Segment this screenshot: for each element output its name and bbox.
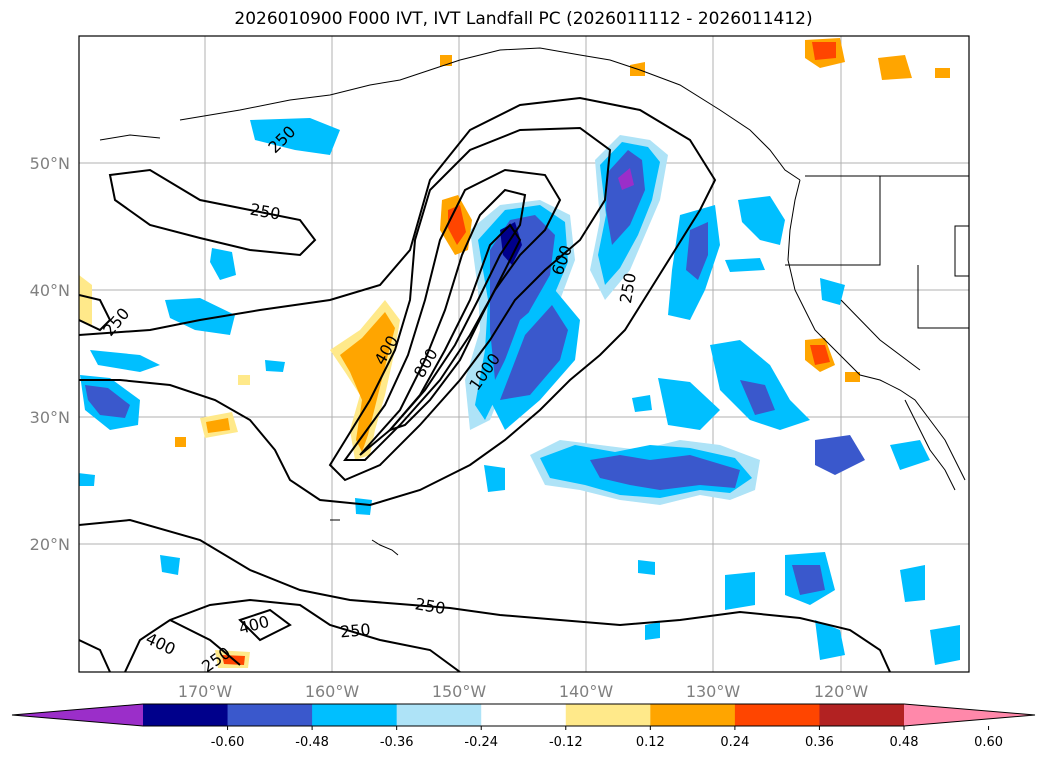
lat-label: 50°N xyxy=(30,154,70,173)
lon-label: 140°W xyxy=(559,682,614,701)
colorbar-tick-label: 0.48 xyxy=(890,735,919,750)
colorbar-tick-label: 0.60 xyxy=(974,735,1003,750)
colorbar-bin xyxy=(312,704,398,726)
colorbar-extend-high xyxy=(904,704,1035,726)
map-title: 2026010900 F000 IVT, IVT Landfall PC (20… xyxy=(234,9,813,29)
colorbar-bin xyxy=(650,704,736,726)
colorbar-bin xyxy=(481,704,567,726)
lon-label: 160°W xyxy=(305,682,360,701)
colorbar-bin xyxy=(734,704,820,726)
colorbar-tick-label: -0.36 xyxy=(380,735,414,750)
colorbar: -0.60 -0.48 -0.36 -0.24 -0.12 0.12 0.24 0.36 0.4… xyxy=(11,703,1036,750)
map-border xyxy=(78,35,970,673)
positive-pc-shading xyxy=(79,38,950,668)
colorbar-bin xyxy=(143,704,229,726)
colorbar-tick-label: 0.12 xyxy=(636,735,665,750)
colorbar-bin xyxy=(565,704,651,726)
lat-label: 30°N xyxy=(30,408,70,427)
colorbar-tick-label: -0.24 xyxy=(464,735,498,750)
colorbar-bin xyxy=(396,704,482,726)
colorbar-tick-label: -0.60 xyxy=(211,735,245,750)
lon-label: 120°W xyxy=(814,682,869,701)
colorbar-outline xyxy=(11,703,1036,727)
lat-label: 40°N xyxy=(30,281,70,300)
colorbar-tick-label: 0.36 xyxy=(805,735,834,750)
colorbar-bin xyxy=(227,704,313,726)
colorbar-tick-label: 0.24 xyxy=(720,735,749,750)
graticule xyxy=(79,36,969,672)
colorbar-extend-low xyxy=(12,704,143,726)
lon-label: 150°W xyxy=(432,682,487,701)
lon-label: 130°W xyxy=(686,682,741,701)
colorbar-tick-label: -0.12 xyxy=(549,735,583,750)
lat-label: 20°N xyxy=(30,535,70,554)
contour-label: 250 xyxy=(339,620,371,642)
latitude-labels: 50°N 40°N 30°N 20°N xyxy=(30,154,70,554)
colorbar-bin xyxy=(819,704,905,726)
longitude-labels: 170°W 160°W 150°W 140°W 130°W 120°W xyxy=(178,682,869,701)
coastlines xyxy=(99,47,969,556)
ivt-contours xyxy=(79,96,891,672)
lon-label: 170°W xyxy=(178,682,233,701)
colorbar-tick-label: -0.48 xyxy=(295,735,329,750)
